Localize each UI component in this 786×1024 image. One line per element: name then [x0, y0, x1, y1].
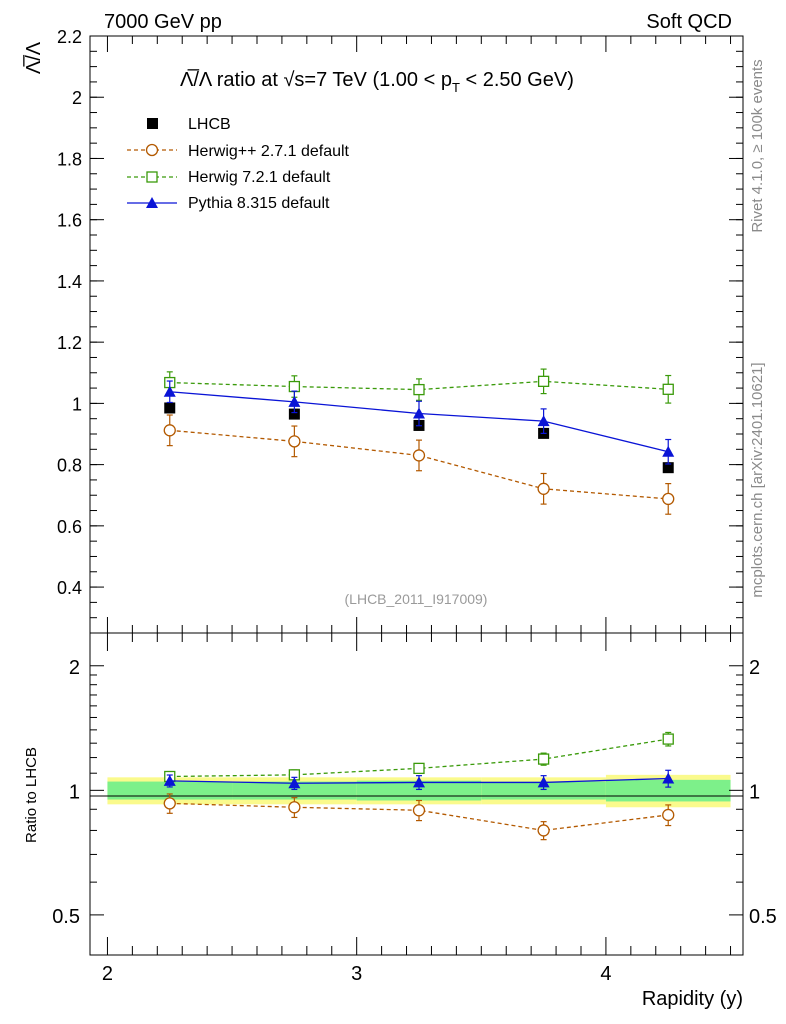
main-point-data [164, 402, 176, 414]
main-point-herwig7 [537, 375, 550, 387]
ratio-ytick-label-right: 1 [749, 781, 760, 803]
main-point-pythia [163, 385, 176, 397]
main-point-data [662, 462, 674, 474]
main-ytick-label: 0.6 [57, 517, 82, 537]
ratio-ytick-label: 2 [69, 657, 80, 679]
ratio-xtick-label: 2 [102, 963, 113, 985]
main-point-herwigpp [412, 449, 426, 462]
ratio-point-pythia [537, 776, 550, 788]
main-ytick-label: 1.4 [57, 272, 82, 292]
legend: LHCB Herwig++ 2.7.1 default Herwig 7.2.1… [127, 116, 350, 212]
main-ytick-label: 2.2 [57, 27, 82, 47]
ratio-panel-frame [89, 632, 744, 956]
ratio-point-pythia [288, 777, 301, 789]
main-point-pythia [412, 407, 425, 419]
ratio-ytick-label: 0.5 [52, 906, 80, 928]
ratio-ytick-label-right: 2 [749, 657, 760, 679]
main-ytick-label: 1 [72, 394, 82, 414]
main-y-axis: 0.4 0.6 0.8 1 1.2 1.4 1.6 1.8 2 2.2 [57, 27, 743, 619]
main-x-ticks [106, 36, 732, 633]
chart-title: Λ̅/Λ ratio at √s=7 TeV (1.00 < pT < 2.50… [180, 68, 574, 95]
main-ytick-label: 0.8 [57, 456, 82, 476]
ratio-point-herwigpp [163, 797, 176, 810]
rivet-label: Rivet 4.1.0, ≥ 100k events [749, 59, 766, 232]
ratio-point-herwig7 [662, 733, 674, 745]
main-line-herwigpp [169, 429, 669, 500]
analysis-watermark: (LHCB_2011_I917009) [345, 591, 488, 607]
legend-label-lhcb: LHCB [188, 116, 231, 133]
ratio-point-pythia [163, 774, 176, 786]
main-point-herwig7 [662, 383, 674, 395]
ratio-point-herwigpp [288, 801, 301, 814]
header-left: 7000 GeV pp [104, 11, 222, 33]
main-ytick-label: 0.4 [57, 578, 82, 598]
ratio-point-pythia [412, 776, 425, 788]
title-tail: < 2.50 GeV) [460, 69, 574, 91]
ratio-point-herwigpp [412, 804, 426, 817]
legend-marker-herwigpp [145, 143, 159, 157]
title-energy: s=7 TeV (1.00 < p [294, 69, 452, 91]
main-point-herwigpp [288, 435, 301, 448]
ratio-xtick-label: 3 [351, 963, 362, 985]
main-point-pythia [288, 395, 301, 407]
x-axis-label: Rapidity (y) [642, 988, 743, 1010]
main-point-herwig7 [413, 383, 425, 396]
ratio-band-inner [107, 781, 233, 800]
ratio-band-inner [481, 781, 606, 800]
header-right: Soft QCD [646, 11, 732, 33]
main-ytick-label: 1.6 [57, 211, 82, 231]
ratio-xtick-label: 4 [600, 963, 611, 985]
main-ylabel: Λ̅/Λ [22, 41, 45, 74]
main-series-layer [163, 368, 675, 515]
legend-marker-pythia [146, 197, 158, 208]
legend-label-herwig7: Herwig 7.2.1 default [188, 169, 331, 186]
ratio-point-herwigpp [537, 824, 550, 837]
ratio-point-pythia [662, 772, 675, 784]
ratio-x-axis: 2 3 4 [102, 633, 732, 985]
ratio-point-herwig7 [413, 762, 425, 775]
main-point-pythia [537, 415, 550, 427]
main-point-data [288, 408, 300, 420]
legend-label-pythia: Pythia 8.315 default [188, 195, 330, 212]
mcplots-label: mcplots.cern.ch [arXiv:2401.10621] [749, 362, 766, 597]
main-line-herwig7 [169, 380, 669, 391]
title-subscript: T [452, 80, 460, 95]
main-panel: 0.4 0.6 0.8 1 1.2 1.4 1.6 1.8 2 2.2 Λ̅/Λ ratio at… [22, 27, 744, 634]
ratio-uncertainty-bands [107, 774, 731, 808]
title-sqrt: √ [283, 69, 294, 91]
ratio-ytick-label: 1 [69, 781, 80, 803]
ratio-y-axis: 0.5 0.5 1 1 2 2 [52, 657, 777, 956]
main-ytick-label: 2 [72, 88, 82, 108]
main-ytick-label: 1.2 [57, 333, 82, 353]
main-point-herwigpp [662, 492, 675, 506]
title-ratio: Λ̅/Λ ratio at [180, 68, 283, 91]
ratio-series-layer [163, 731, 675, 841]
main-point-herwigpp [537, 482, 550, 495]
ratio-point-herwig7 [537, 753, 550, 765]
legend-marker-lhcb [147, 118, 158, 129]
ratio-line-herwig7 [169, 738, 669, 778]
main-point-pythia [662, 445, 675, 457]
ratio-ytick-label-right: 0.5 [749, 906, 777, 928]
ratio-ylabel: Ratio to LHCB [23, 747, 40, 843]
legend-marker-herwig7 [146, 171, 158, 183]
main-ytick-label: 1.8 [57, 149, 82, 169]
main-point-herwig7 [288, 380, 301, 393]
legend-label-herwigpp: Herwig++ 2.7.1 default [188, 143, 350, 160]
main-point-herwigpp [163, 424, 176, 437]
ratio-point-herwigpp [662, 808, 675, 822]
ratio-band-inner [232, 781, 357, 800]
ratio-panel: 0.5 0.5 1 1 2 2 2 3 4 Ratio to LHCB Rapidity (y… [23, 632, 777, 1010]
